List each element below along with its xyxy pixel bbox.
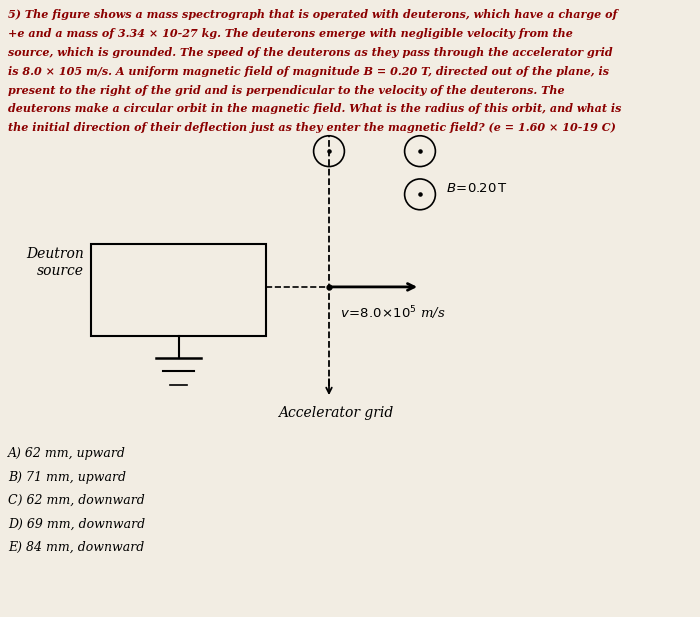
Text: source, which is grounded. The speed of the deuterons as they pass through the a: source, which is grounded. The speed of … xyxy=(8,47,613,58)
Text: the initial direction of their deflection just as they enter the magnetic field?: the initial direction of their deflectio… xyxy=(8,122,616,133)
Text: Deutron
source: Deutron source xyxy=(27,247,84,278)
Text: B) 71 mm, upward: B) 71 mm, upward xyxy=(8,471,127,484)
Text: 5) The figure shows a mass spectrograph that is operated with deuterons, which h: 5) The figure shows a mass spectrograph … xyxy=(8,9,617,20)
Text: E) 84 mm, downward: E) 84 mm, downward xyxy=(8,541,145,554)
Text: $v\!=\!8.0\!\times\!10^5$ m/s: $v\!=\!8.0\!\times\!10^5$ m/s xyxy=(340,304,445,322)
Text: Accelerator grid: Accelerator grid xyxy=(279,406,393,420)
Text: deuterons make a circular orbit in the magnetic field. What is the radius of thi: deuterons make a circular orbit in the m… xyxy=(8,103,622,114)
Text: +e and a mass of 3.34 × 10-27 kg. The deuterons emerge with negligible velocity : +e and a mass of 3.34 × 10-27 kg. The de… xyxy=(8,28,573,39)
Bar xyxy=(91,244,266,336)
Text: D) 69 mm, downward: D) 69 mm, downward xyxy=(8,518,146,531)
Text: A) 62 mm, upward: A) 62 mm, upward xyxy=(8,447,126,460)
Text: is 8.0 × 105 m/s. A uniform magnetic field of magnitude B = 0.20 T, directed out: is 8.0 × 105 m/s. A uniform magnetic fie… xyxy=(8,66,610,77)
Text: $B\!=\!0.20\,\mathrm{T}$: $B\!=\!0.20\,\mathrm{T}$ xyxy=(446,181,508,195)
Text: C) 62 mm, downward: C) 62 mm, downward xyxy=(8,494,145,507)
Text: present to the right of the grid and is perpendicular to the velocity of the deu: present to the right of the grid and is … xyxy=(8,85,565,96)
